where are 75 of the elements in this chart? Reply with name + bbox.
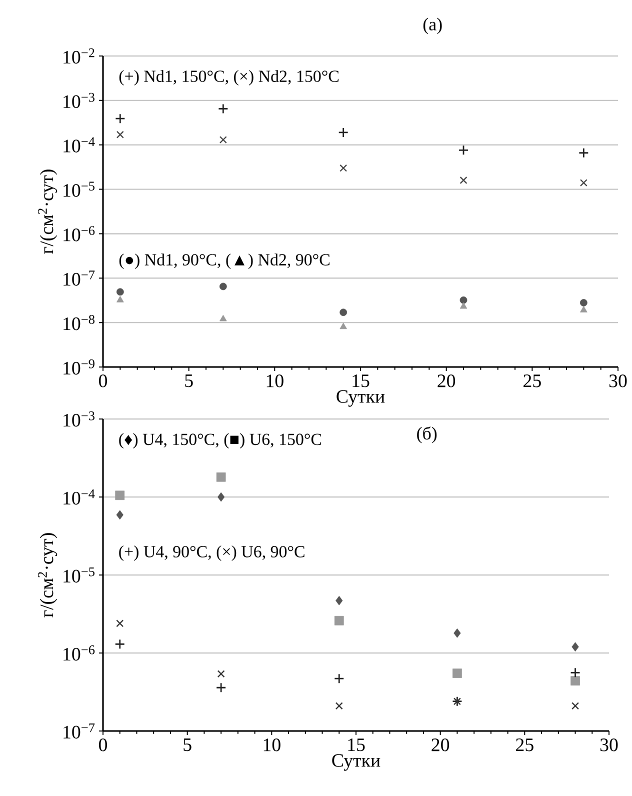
x-tick-label: 15 bbox=[348, 738, 365, 752]
point bbox=[460, 176, 468, 184]
x-tick-label: 15 bbox=[352, 374, 370, 388]
point bbox=[219, 136, 227, 144]
point bbox=[580, 299, 588, 306]
point bbox=[336, 596, 343, 606]
point bbox=[580, 306, 588, 312]
x-tick-label: 0 bbox=[98, 738, 108, 752]
point bbox=[338, 127, 349, 138]
point bbox=[218, 492, 225, 502]
y-tick-label: 10$^{−4}$ bbox=[64, 489, 95, 505]
x-tick-label: 5 bbox=[185, 374, 193, 388]
x-tick-label: 30 bbox=[600, 738, 618, 752]
point bbox=[570, 676, 580, 686]
y-axis-title: г/(см$^{2}$·сут) bbox=[38, 533, 58, 618]
y-tick-label: 10$^{−9}$ bbox=[64, 359, 94, 375]
x-tick-label: 10 bbox=[266, 374, 284, 388]
x-tick-label: 25 bbox=[524, 374, 541, 388]
point bbox=[114, 113, 126, 124]
chart-title: (б) bbox=[417, 426, 437, 444]
point bbox=[340, 308, 348, 316]
chart-title: (a) bbox=[423, 18, 442, 34]
y-axis-title: г/(см$^{2}$·сут) bbox=[38, 170, 58, 254]
y-tick-label: 10$^{−6}$ bbox=[64, 226, 95, 242]
x-tick-label: 25 bbox=[516, 738, 534, 752]
x-axis-title: Сутки bbox=[336, 390, 385, 407]
point bbox=[570, 667, 580, 678]
point bbox=[218, 104, 228, 114]
point bbox=[460, 302, 468, 309]
point bbox=[460, 296, 468, 304]
point bbox=[116, 288, 124, 296]
x-tick-label: 20 bbox=[438, 374, 456, 388]
y-tick-label: 10$^{−7}$ bbox=[64, 723, 95, 739]
y-tick-label: 10$^{−3}$ bbox=[64, 411, 94, 427]
point bbox=[578, 148, 589, 158]
annotation: (+) Nd1, 150°C, (×) Nd2, 150°C bbox=[119, 70, 339, 86]
y-tick-label: 10$^{−4}$ bbox=[64, 137, 95, 152]
x-tick-label: 0 bbox=[98, 374, 108, 388]
point bbox=[216, 472, 226, 482]
point bbox=[220, 314, 227, 322]
x-tick-label: 20 bbox=[432, 738, 450, 752]
point bbox=[116, 130, 124, 138]
annotation: (●) Nd1, 90°C, (▲) Nd2, 90°C bbox=[119, 254, 330, 269]
point bbox=[116, 296, 124, 302]
point bbox=[216, 682, 226, 693]
point bbox=[115, 490, 125, 500]
point bbox=[116, 510, 124, 520]
point bbox=[452, 668, 462, 678]
point bbox=[580, 179, 588, 187]
point bbox=[458, 144, 469, 156]
point bbox=[334, 616, 344, 626]
point bbox=[340, 164, 348, 172]
point bbox=[335, 702, 343, 710]
x-tick-label: 10 bbox=[264, 738, 280, 752]
point bbox=[334, 673, 344, 684]
y-tick-label: 10$^{−3}$ bbox=[64, 92, 94, 108]
point bbox=[340, 322, 347, 330]
y-tick-label: 10$^{−8}$ bbox=[64, 314, 94, 330]
point bbox=[572, 702, 580, 710]
annotation: (+) U4, 90°C, (×) U6, 90°C bbox=[119, 545, 304, 561]
y-tick-label: 10$^{−5}$ bbox=[64, 567, 94, 583]
point bbox=[114, 638, 126, 650]
x-axis-title: Сутки bbox=[332, 754, 380, 771]
y-tick-label: 10$^{−7}$ bbox=[64, 270, 95, 286]
y-tick-label: 10$^{−6}$ bbox=[64, 645, 95, 661]
point bbox=[572, 642, 579, 652]
point bbox=[454, 628, 461, 638]
y-tick-label: 10$^{−5}$ bbox=[64, 182, 94, 197]
point bbox=[116, 620, 124, 628]
point bbox=[217, 670, 225, 678]
point bbox=[219, 282, 227, 290]
y-tick-label: 10$^{−2}$ bbox=[64, 48, 94, 64]
x-tick-label: 5 bbox=[184, 738, 192, 752]
annotation: (♦) U4, 150°C, (■) U6, 150°C bbox=[119, 433, 322, 449]
x-tick-label: 30 bbox=[609, 374, 627, 388]
